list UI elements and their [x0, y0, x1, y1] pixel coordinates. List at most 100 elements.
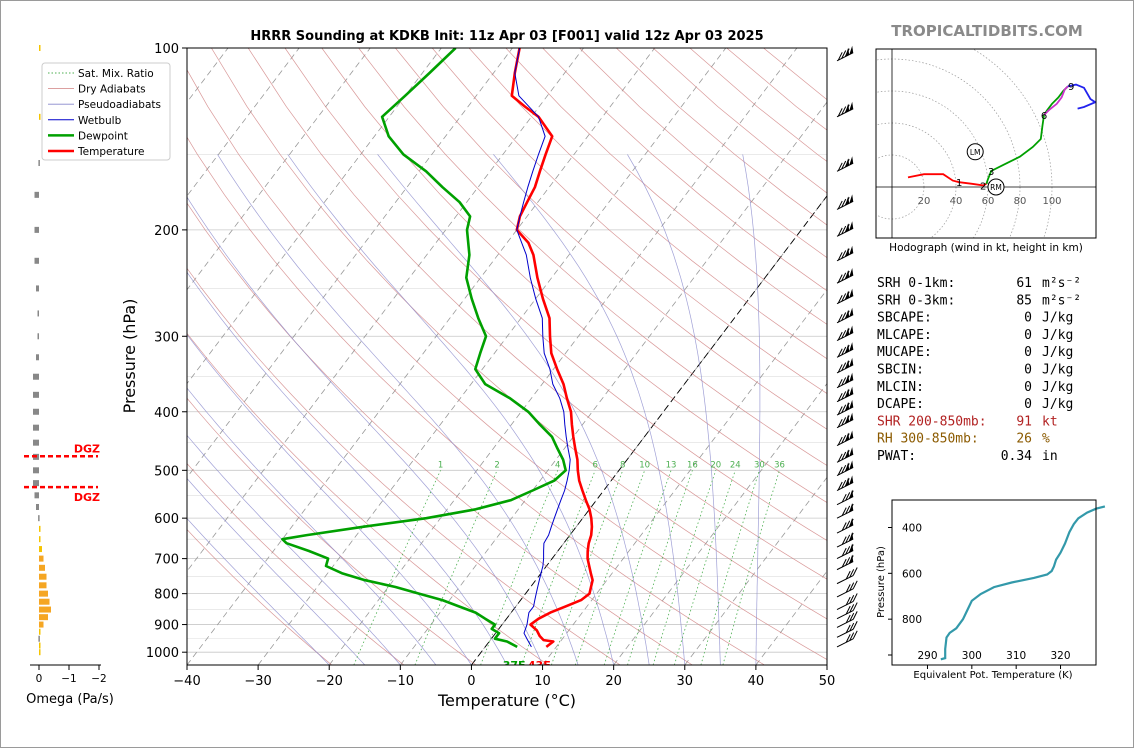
- mixing-ratio-label: 10: [639, 460, 650, 470]
- mixing-ratio-label: 8: [620, 460, 625, 470]
- y-tick-label: 900: [154, 619, 179, 634]
- y-tick-label: 100: [154, 42, 179, 57]
- hodograph-ring-label: 40: [950, 196, 963, 207]
- wind-barb-flag: [849, 288, 854, 298]
- moist-adiabat: [742, 154, 761, 665]
- x-tick-label: −40: [173, 674, 200, 689]
- omega-bar: [39, 564, 45, 571]
- wind-barb-flag: [849, 221, 854, 231]
- indices-panel: SRH 0-1km: 61 m²s⁻² SRH 0-3km: 85 m²s⁻² SBCAPE…: [877, 276, 1081, 464]
- surface-temperature-label: 43F: [528, 659, 551, 672]
- wind-barb-feather: [837, 393, 843, 402]
- wind-barb-feather: [845, 520, 851, 529]
- wind-barb: [836, 575, 854, 585]
- omega-bar: [39, 525, 41, 532]
- index-label: SRH 0-1km:: [877, 276, 955, 291]
- theta-e-x-tick-label: 290: [917, 650, 937, 662]
- wind-barb-feather: [844, 197, 850, 206]
- omega-bar: [34, 226, 39, 233]
- index-label: RH 300-850mb:: [877, 432, 979, 447]
- dry-adiabat: [187, 529, 333, 665]
- index-label: SBCAPE:: [877, 311, 932, 326]
- wind-barb-feather: [841, 377, 847, 386]
- wind-barb-feather: [848, 532, 854, 542]
- x-tick-label: 40: [748, 674, 765, 689]
- moist-adiabat: [377, 154, 650, 665]
- wind-barb-feather: [849, 612, 855, 622]
- wind-barb-flag: [849, 101, 854, 111]
- dry-adiabat: [187, 267, 621, 665]
- theta-e-x-tick-label: 310: [1006, 650, 1026, 662]
- theta-e-y-tick-label: 400: [902, 523, 922, 535]
- omega-bar: [36, 354, 39, 361]
- wind-barb-feather: [848, 555, 854, 564]
- wind-barb-feather: [844, 159, 850, 168]
- isotherm-line: [187, 48, 513, 479]
- wind-barb-feather: [845, 596, 851, 606]
- wind-barb-feather: [837, 52, 843, 61]
- wind-barb: [836, 610, 854, 620]
- wind-barb-feather: [845, 570, 851, 580]
- omega-bar: [39, 546, 42, 553]
- mixing-ratio-label: 2: [494, 460, 499, 470]
- wind-barb-feather: [844, 48, 850, 57]
- wind-barb-feather: [844, 375, 850, 384]
- moist-adiabat: [493, 154, 686, 665]
- wind-barb-feather: [844, 248, 850, 257]
- index-label: DCAPE:: [877, 397, 924, 412]
- skewt-profiles: 37F 43F: [281, 48, 594, 672]
- index-label: PWAT:: [877, 449, 916, 464]
- x-tick-label: 10: [534, 674, 551, 689]
- legend-label: Dewpoint: [78, 130, 128, 142]
- omega-bar: [34, 191, 39, 198]
- index-value: 0: [1024, 345, 1032, 360]
- dry-adiabat: [284, 48, 827, 541]
- index-value: 26: [1016, 432, 1032, 447]
- y-tick-label: 800: [154, 588, 179, 603]
- wind-barb-feather: [845, 614, 851, 624]
- dry-adiabat: [187, 69, 827, 660]
- index-unit: J/kg: [1042, 380, 1073, 395]
- omega-panel: 0 −1 −2 DGZ DGZ: [24, 45, 107, 685]
- omega-bar: [39, 628, 41, 635]
- moist-adiabat: [287, 154, 615, 665]
- wind-barb-feather: [841, 391, 847, 400]
- hodograph-ring-label: 100: [1042, 196, 1061, 207]
- mixing-ratio-label: 20: [710, 460, 721, 470]
- mixing-ratio-line: [603, 470, 672, 665]
- hodograph-ring-label: 20: [918, 196, 931, 207]
- wind-barb-feather: [837, 252, 843, 261]
- omega-bar: [33, 391, 39, 398]
- skewt-ylabel: Pressure (hPa): [120, 299, 139, 414]
- wind-barb-feather: [837, 453, 843, 463]
- omega-bar: [37, 310, 39, 317]
- theta-e-trace: [940, 505, 1106, 661]
- wind-barb-feather: [841, 417, 847, 426]
- omega-bar: [39, 614, 48, 621]
- skewt-xlabel: Temperature (°C): [437, 691, 576, 710]
- wind-barb-feather: [844, 463, 850, 472]
- omega-x-tick-label: 0: [36, 673, 43, 685]
- omega-bar: [33, 373, 39, 380]
- mixing-ratio-label: 13: [666, 460, 677, 470]
- wind-barb: [836, 638, 854, 648]
- wind-barb-feather: [852, 602, 858, 611]
- wind-barb-feather: [841, 547, 847, 557]
- wind-barb-flag: [849, 268, 854, 278]
- wind-barb: [836, 618, 854, 628]
- dry-adiabat: [187, 463, 405, 665]
- wind-barb-feather: [837, 314, 843, 323]
- wind-barb-feather: [852, 611, 858, 620]
- x-tick-label: 30: [677, 674, 694, 689]
- x-tick-label: 20: [605, 674, 622, 689]
- mixing-ratio-line: [551, 470, 624, 665]
- isotherm-line: [187, 48, 656, 665]
- theta-e-xlabel: Equivalent Pot. Temperature (K): [913, 670, 1072, 681]
- omega-bar: [33, 439, 39, 446]
- y-tick-label: 400: [154, 406, 179, 421]
- index-unit: kt: [1042, 414, 1058, 429]
- moist-adiabat: [627, 154, 721, 665]
- omega-xlabel: Omega (Pa/s): [26, 692, 114, 707]
- moist-adiabat: [187, 434, 401, 665]
- dry-adiabat: [431, 48, 827, 395]
